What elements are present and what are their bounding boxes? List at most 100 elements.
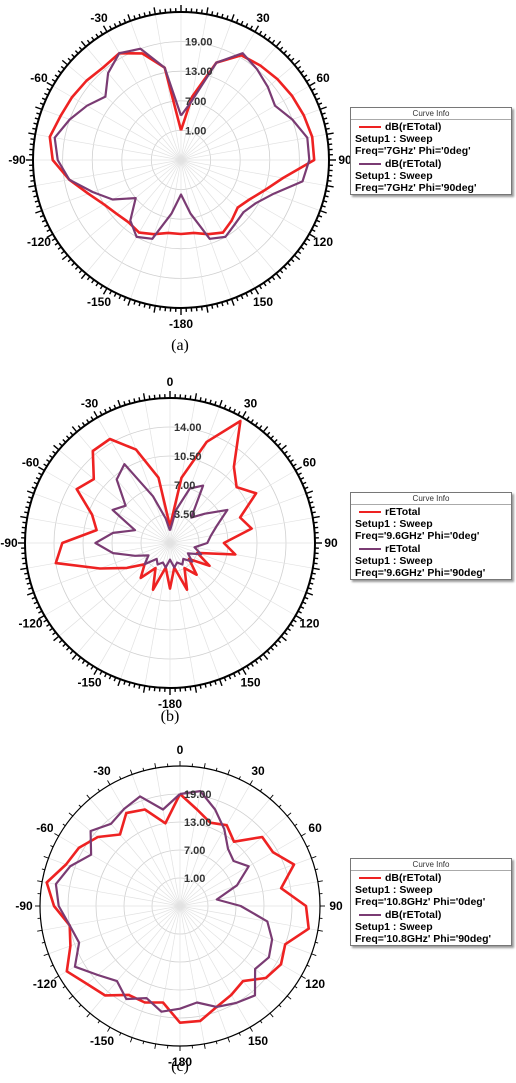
ring-tick	[290, 258, 295, 263]
ring-tick	[306, 964, 310, 967]
legend-entry-header: dB(rETotal)	[353, 909, 509, 921]
series-line-0	[54, 419, 258, 591]
ring-tick	[67, 57, 72, 62]
ring-tick	[68, 995, 74, 1000]
ring-tick	[41, 97, 47, 101]
ring-tick	[77, 656, 82, 661]
ring-tick	[78, 269, 83, 274]
radial-tick-label: 3.50	[174, 509, 195, 521]
ring-tick	[306, 490, 314, 495]
ring-tick	[93, 411, 99, 418]
ring-tick	[312, 567, 320, 571]
ring-tick	[54, 74, 59, 78]
ring-tick	[143, 12, 146, 17]
ring-tick	[153, 7, 156, 15]
ring-tick	[306, 591, 314, 596]
ring-tick	[52, 631, 57, 636]
angle-tick-label: -120	[19, 617, 43, 631]
ring-tick	[218, 679, 223, 687]
ring-tick	[99, 30, 104, 35]
grid-spoke	[35, 133, 182, 161]
ring-tick	[62, 823, 66, 827]
ring-tick	[240, 20, 244, 26]
ring-tick	[315, 868, 319, 871]
ring-tick	[319, 209, 327, 214]
ring-tick	[62, 643, 67, 648]
ring-tick	[71, 426, 78, 433]
ring-tick	[49, 627, 54, 632]
ring-tick	[108, 675, 112, 680]
angle-tick-label: 30	[244, 397, 258, 411]
ring-tick	[28, 587, 33, 590]
chart-panel-c: 1.00 7.00 13.00 19.00 0 30 60 90 120 150 -180 -150 -…	[0, 730, 516, 1083]
radial-tick-label: 1.00	[184, 873, 205, 885]
legend-entry-header: dB(rETotal)	[353, 158, 509, 170]
ring-tick	[78, 46, 83, 51]
ring-tick	[323, 200, 328, 203]
legend-title: Curve Info	[351, 493, 511, 505]
ring-tick	[33, 195, 38, 198]
ring-tick	[69, 431, 74, 436]
ring-tick	[34, 200, 39, 203]
ring-tick	[138, 397, 141, 402]
ring-tick	[209, 682, 212, 687]
ring-tick	[211, 11, 214, 16]
ring-tick	[235, 18, 239, 24]
legend-entry-header: dB(rETotal)	[353, 121, 509, 133]
ring-tick	[33, 601, 38, 605]
grid-spoke	[42, 881, 181, 907]
ring-tick	[99, 285, 104, 290]
ring-tick	[300, 246, 305, 250]
ring-tick	[259, 788, 263, 792]
ring-tick	[123, 680, 126, 685]
ring-tick	[127, 298, 132, 306]
ring-tick	[286, 995, 292, 1000]
ring-tick	[38, 614, 45, 620]
ring-tick	[301, 975, 306, 979]
ring-tick	[294, 985, 298, 989]
ring-tick	[53, 635, 60, 642]
ring-tick	[71, 653, 78, 660]
ring-tick	[62, 438, 67, 443]
ring-tick	[24, 572, 29, 575]
ring-tick	[324, 195, 329, 198]
ring-tick	[307, 496, 312, 499]
ring-tick	[293, 254, 301, 261]
legend-series-name: dB(rETotal)	[385, 158, 442, 170]
radial-tick-label: 19.00	[185, 37, 213, 49]
series-line-1	[53, 47, 311, 240]
ring-tick	[35, 209, 43, 214]
ring-tick	[306, 78, 311, 83]
ring-tick	[67, 258, 72, 263]
legend-title: Curve Info	[351, 108, 511, 120]
series-line-1	[54, 789, 274, 1013]
ring-tick	[245, 292, 249, 297]
ring-tick	[289, 623, 294, 627]
ring-tick	[43, 463, 48, 467]
ring-tick	[68, 812, 74, 817]
ring-tick	[254, 287, 260, 295]
ring-tick	[31, 596, 36, 600]
ring-tick	[26, 490, 34, 495]
ring-tick	[277, 442, 282, 447]
ring-tick	[118, 20, 122, 26]
ring-tick	[71, 53, 76, 58]
angle-tick-label: -180	[169, 317, 193, 331]
ring-tick	[266, 650, 271, 655]
legend-swatch	[359, 914, 381, 916]
ring-tick	[138, 13, 141, 18]
ring-tick	[52, 450, 57, 455]
ring-tick	[215, 767, 218, 771]
ring-tick	[235, 296, 239, 302]
ring-tick	[300, 477, 305, 481]
grid-spoke	[154, 14, 182, 161]
ring-tick	[31, 486, 36, 490]
ring-tick	[86, 1012, 91, 1018]
grid-spoke	[130, 20, 182, 161]
ring-tick	[279, 269, 284, 274]
ring-tick	[203, 763, 206, 769]
ring-tick	[86, 419, 90, 424]
ring-tick	[54, 975, 59, 979]
grid-spoke	[180, 20, 232, 161]
ring-tick	[258, 30, 263, 35]
